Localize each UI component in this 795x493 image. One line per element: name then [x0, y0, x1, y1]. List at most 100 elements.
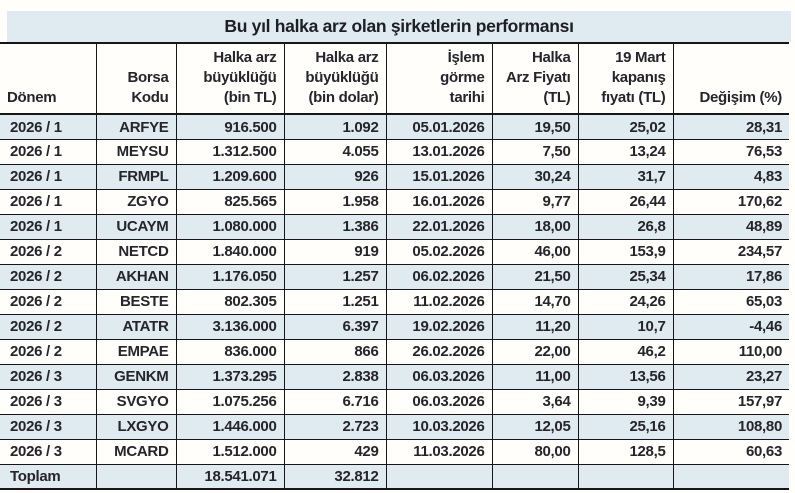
- cell: GENKM: [95, 363, 176, 390]
- col-header-islem-tarihi: İşlem görme tarihi: [385, 43, 492, 116]
- cell: 2026 / 1: [0, 113, 96, 140]
- cell: 1.386: [283, 213, 386, 240]
- cell: [95, 463, 176, 490]
- cell: 6.397: [283, 313, 386, 340]
- cell: 05.01.2026: [385, 113, 492, 140]
- cell: 4.055: [283, 138, 386, 165]
- cell: 32.812: [283, 463, 386, 490]
- cell: 2026 / 2: [0, 263, 96, 290]
- cell: 06.02.2026: [385, 263, 492, 290]
- cell: 2026 / 3: [0, 438, 96, 465]
- col-header-kapanis-fiyati: 19 Mart kapanış fıyatı (TL): [577, 43, 673, 116]
- cell: 31,7: [577, 163, 673, 190]
- cell: 9,39: [577, 388, 673, 415]
- cell: 11.03.2026: [385, 438, 492, 465]
- table-row: 2026 / 3 GENKM 1.373.295 2.838 06.03.2026 11,…: [0, 363, 789, 390]
- table-row: 2026 / 1 MEYSU 1.312.500 4.055 13.01.2026 7,5…: [0, 138, 789, 165]
- cell: 24,26: [577, 288, 673, 315]
- cell: 7,50: [491, 138, 578, 165]
- cell: 22.01.2026: [385, 213, 492, 240]
- page-title: Bu yıl halka arz olan şirketlerin perfor…: [7, 11, 791, 42]
- cell: 26,44: [577, 188, 673, 215]
- cell: 28,31: [672, 113, 789, 140]
- cell: 1.092: [283, 113, 386, 140]
- cell: 1.257: [283, 263, 386, 290]
- cell: 14,70: [491, 288, 578, 315]
- cell: -4,46: [672, 313, 789, 340]
- cell: 3.136.000: [175, 313, 284, 340]
- cell: 2026 / 1: [0, 188, 96, 215]
- table-row: 2026 / 1 ZGYO 825.565 1.958 16.01.2026 9,77 26…: [0, 188, 789, 215]
- cell: 46,00: [491, 238, 578, 265]
- cell: 25,34: [577, 263, 673, 290]
- cell: 825.565: [175, 188, 284, 215]
- cell: 2026 / 1: [0, 163, 96, 190]
- cell: 1.176.050: [175, 263, 284, 290]
- table-row: 2026 / 1 FRMPL 1.209.600 926 15.01.2026 30,24…: [0, 163, 789, 190]
- cell: 65,03: [672, 288, 789, 315]
- table-row: 2026 / 3 LXGYO 1.446.000 2.723 10.03.2026 12,…: [0, 413, 789, 440]
- table-row: 2026 / 2 AKHAN 1.176.050 1.257 06.02.2026 21,…: [0, 263, 789, 290]
- cell: 13,24: [577, 138, 673, 165]
- ipo-table: Dönem Borsa Kodu Halka arz büyüklüğü (bi…: [0, 42, 789, 491]
- cell: 25,16: [577, 413, 673, 440]
- col-header-degisim: Değişim (%): [672, 43, 789, 116]
- cell: 13,56: [577, 363, 673, 390]
- cell: 46,2: [577, 338, 673, 365]
- cell: 1.373.295: [175, 363, 284, 390]
- cell: 1.446.000: [175, 413, 284, 440]
- table-row: 2026 / 3 SVGYO 1.075.256 6.716 06.03.2026 3,6…: [0, 388, 789, 415]
- cell: ZGYO: [95, 188, 176, 215]
- cell: 11,20: [491, 313, 578, 340]
- cell: 234,57: [672, 238, 789, 265]
- cell: 06.03.2026: [385, 388, 492, 415]
- cell: 9,77: [491, 188, 578, 215]
- table-row: 2026 / 1 ARFYE 916.500 1.092 05.01.2026 19,50…: [0, 113, 789, 140]
- col-header-buyukluk-tl: Halka arz büyüklüğü (bin TL): [175, 43, 284, 116]
- cell: 110,00: [672, 338, 789, 365]
- cell: 12,05: [491, 413, 578, 440]
- cell: 153,9: [577, 238, 673, 265]
- cell: [491, 463, 578, 490]
- table-row: 2026 / 3 MCARD 1.512.000 429 11.03.2026 80,00…: [0, 438, 789, 465]
- cell: 25,02: [577, 113, 673, 140]
- cell: 18.541.071: [175, 463, 284, 490]
- cell: 48,89: [672, 213, 789, 240]
- cell: SVGYO: [95, 388, 176, 415]
- cell: [672, 463, 789, 490]
- cell: 15.01.2026: [385, 163, 492, 190]
- cell: 866: [283, 338, 386, 365]
- cell: 170,62: [672, 188, 789, 215]
- cell: 2026 / 3: [0, 388, 96, 415]
- cell: 1.075.256: [175, 388, 284, 415]
- cell: 80,00: [491, 438, 578, 465]
- cell: 802.305: [175, 288, 284, 315]
- cell: UCAYM: [95, 213, 176, 240]
- cell: FRMPL: [95, 163, 176, 190]
- col-header-donem: Dönem: [0, 43, 96, 116]
- cell: 21,50: [491, 263, 578, 290]
- col-header-buyukluk-dolar: Halka arz büyüklüğü (bin dolar): [283, 43, 386, 116]
- cell: 2026 / 2: [0, 288, 96, 315]
- table-body: 2026 / 1 ARFYE 916.500 1.092 05.01.2026 19,50…: [0, 113, 789, 490]
- cell: BESTE: [95, 288, 176, 315]
- cell: 6.716: [283, 388, 386, 415]
- col-header-borsa-kodu: Borsa Kodu: [95, 43, 176, 116]
- cell: 10.03.2026: [385, 413, 492, 440]
- cell: 76,53: [672, 138, 789, 165]
- total-row: Toplam 18.541.071 32.812: [0, 463, 789, 490]
- cell: 2.838: [283, 363, 386, 390]
- table-row: 2026 / 2 ATATR 3.136.000 6.397 19.02.2026 11,…: [0, 313, 789, 340]
- cell: 26.02.2026: [385, 338, 492, 365]
- cell: 1.958: [283, 188, 386, 215]
- cell: EMPAE: [95, 338, 176, 365]
- cell: 2026 / 2: [0, 338, 96, 365]
- cell: 23,27: [672, 363, 789, 390]
- cell: 10,7: [577, 313, 673, 340]
- cell: 2026 / 1: [0, 138, 96, 165]
- cell: 13.01.2026: [385, 138, 492, 165]
- cell: ATATR: [95, 313, 176, 340]
- cell: 16.01.2026: [385, 188, 492, 215]
- cell: 26,8: [577, 213, 673, 240]
- cell: MCARD: [95, 438, 176, 465]
